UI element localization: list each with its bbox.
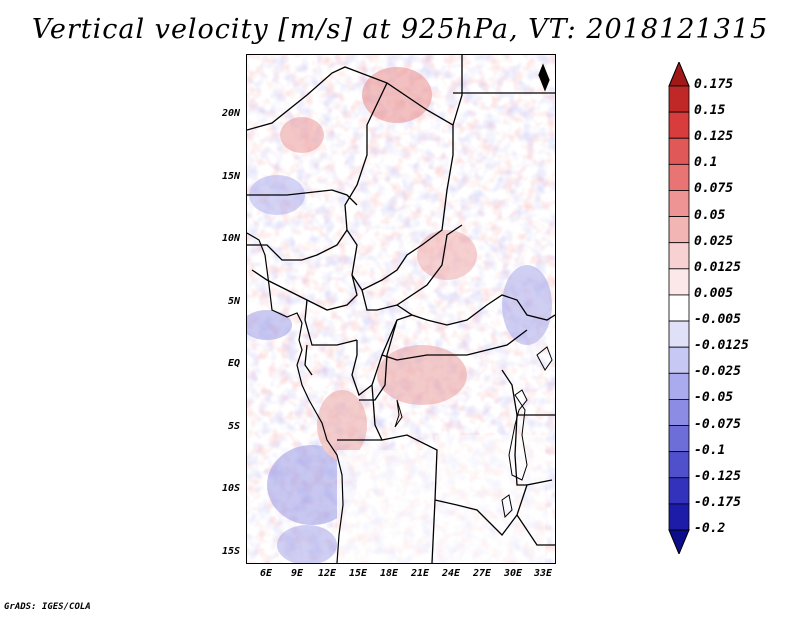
colorbar-label: 0.175 bbox=[694, 77, 734, 92]
colorbar-label: -0.1 bbox=[694, 442, 726, 458]
lon-label: 12E bbox=[317, 568, 337, 579]
lon-label: 15E bbox=[348, 568, 368, 579]
lon-label: 21E bbox=[410, 568, 430, 579]
lat-label: 5S bbox=[227, 421, 240, 432]
map-panel bbox=[246, 54, 556, 564]
colorbar-segment bbox=[668, 346, 690, 374]
colorbar-label: 0.075 bbox=[694, 181, 734, 197]
colorbar-max-triangle bbox=[668, 60, 690, 87]
colorbar-label: -0.125 bbox=[694, 468, 741, 484]
colorbar-segment bbox=[668, 451, 690, 479]
lat-label: 5N bbox=[227, 296, 240, 307]
colorbar-scale bbox=[668, 60, 690, 556]
colorbar-label: -0.2 bbox=[694, 521, 726, 536]
colorbar-segment bbox=[668, 268, 690, 296]
colorbar-label: 0.05 bbox=[694, 207, 726, 223]
lon-label: 18E bbox=[379, 568, 399, 579]
colorbar-label: 0.15 bbox=[694, 103, 726, 119]
colorbar-label: -0.175 bbox=[694, 494, 741, 510]
lat-label: 10S bbox=[221, 483, 240, 494]
colorbar-label: 0.1 bbox=[694, 155, 718, 171]
colorbar-segment bbox=[668, 477, 690, 505]
country-borders bbox=[247, 55, 555, 563]
colorbar-segment bbox=[668, 216, 690, 244]
lat-label: EQ bbox=[227, 358, 240, 369]
velocity-map bbox=[247, 55, 555, 563]
colorbar-label: 0.025 bbox=[694, 233, 734, 249]
colorbar-segment bbox=[668, 85, 690, 113]
colorbar-segment bbox=[668, 399, 690, 426]
colorbar-segment bbox=[668, 425, 690, 453]
colorbar-label: 0.005 bbox=[694, 285, 734, 301]
chart-title: Vertical velocity [m/s] at 925hPa, VT: 2… bbox=[31, 14, 769, 45]
lon-label: 33E bbox=[533, 568, 553, 579]
colorbar-label: 0.125 bbox=[694, 129, 734, 145]
colorbar-label: -0.005 bbox=[694, 312, 741, 328]
colorbar bbox=[667, 60, 691, 556]
colorbar-label: -0.0125 bbox=[694, 338, 749, 354]
colorbar-segment bbox=[668, 111, 690, 139]
lon-label: 27E bbox=[472, 568, 492, 579]
lat-label: 15S bbox=[221, 546, 240, 557]
colorbar-segment bbox=[668, 294, 690, 322]
colorbar-segment bbox=[668, 190, 690, 217]
colorbar-label: -0.075 bbox=[694, 416, 741, 432]
footer-credit: GrADS: IGES/COLA bbox=[4, 602, 91, 612]
colorbar-segment bbox=[668, 372, 690, 400]
coastline bbox=[247, 63, 553, 563]
colorbar-segment bbox=[668, 137, 690, 165]
colorbar-label: 0.0125 bbox=[694, 259, 741, 275]
field-regions bbox=[247, 67, 552, 563]
lon-label: 9E bbox=[290, 568, 304, 579]
colorbar-segment bbox=[668, 163, 690, 191]
colorbar-label: -0.05 bbox=[694, 390, 734, 406]
colorbar-label: -0.025 bbox=[694, 364, 741, 380]
lon-label: 24E bbox=[441, 568, 461, 579]
lon-label: 6E bbox=[259, 568, 273, 579]
colorbar-segment bbox=[668, 503, 690, 531]
lat-label: 20N bbox=[221, 108, 240, 119]
lat-label: 10N bbox=[221, 233, 240, 244]
colorbar-min-triangle bbox=[668, 529, 690, 556]
lon-label: 30E bbox=[503, 568, 523, 579]
colorbar-segment bbox=[668, 320, 690, 348]
lat-label: 15N bbox=[221, 171, 240, 182]
colorbar-segment bbox=[668, 242, 690, 270]
